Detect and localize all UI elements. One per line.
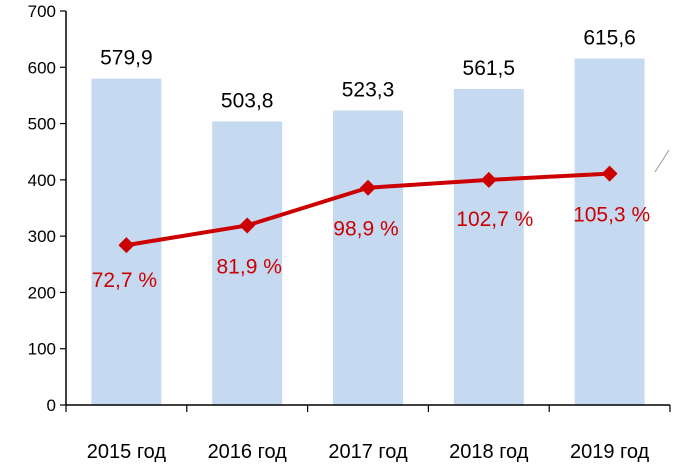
x-tick-label: 2018 год <box>449 441 529 463</box>
corner-stroke <box>654 149 670 173</box>
x-tick-label: 2019 год <box>570 441 650 463</box>
bar <box>333 110 403 406</box>
line-point-marker <box>601 165 618 182</box>
line-data-label: 105,3 % <box>573 204 650 227</box>
line-point-marker <box>239 217 256 234</box>
bar-data-label: 615,6 <box>583 27 636 50</box>
y-tick-label: 500 <box>28 115 56 134</box>
y-tick-label: 300 <box>28 227 56 246</box>
line-data-label: 72,7 % <box>92 269 157 292</box>
y-tick-label: 0 <box>47 396 56 415</box>
axes-group: 0 100 200 300 400 500 600 700 2015 год 2016 год 20… <box>28 2 671 463</box>
bar-data-label: 579,9 <box>100 47 153 70</box>
x-tick-label: 2016 год <box>208 441 288 463</box>
line-data-label: 102,7 % <box>456 208 533 231</box>
bar <box>453 88 524 405</box>
line-data-label: 98,9 % <box>333 218 398 241</box>
line-point-marker <box>360 179 376 196</box>
x-tick-label: 2015 год <box>87 441 167 463</box>
x-tick-label: 2017 год <box>328 441 408 463</box>
bar-data-label: 503,8 <box>221 89 274 112</box>
y-tick-label: 200 <box>28 283 56 302</box>
y-tick-label: 400 <box>28 171 56 190</box>
line-point-marker <box>118 237 135 254</box>
line-point-marker <box>480 171 497 188</box>
y-tick-label: 700 <box>28 2 56 21</box>
bar <box>212 121 283 406</box>
y-tick-label: 100 <box>28 340 56 359</box>
y-tick-label: 600 <box>28 58 56 77</box>
line-data-label: 81,9 % <box>217 255 282 278</box>
bar-data-label: 561,5 <box>463 57 516 80</box>
bar-data-label: 523,3 <box>342 78 395 101</box>
bar <box>574 58 645 406</box>
labels-group: 579,9 503,8 523,3 561,5 615,6 72,7 % 81,9 % 98,… <box>92 27 650 293</box>
bars-group <box>91 58 645 406</box>
line-series-group <box>118 165 618 254</box>
